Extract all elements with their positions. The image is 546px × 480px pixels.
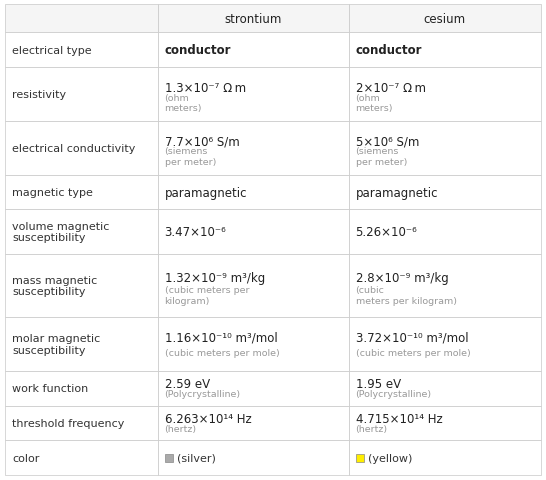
Text: (silver): (silver)	[177, 453, 216, 463]
Bar	[355, 454, 364, 462]
Text: magnetic type: magnetic type	[12, 188, 93, 198]
Text: volume magnetic
susceptibility: volume magnetic susceptibility	[12, 221, 109, 243]
Bar	[5, 68, 158, 121]
Text: strontium: strontium	[225, 12, 282, 25]
Text: color: color	[12, 453, 39, 463]
Bar	[5, 33, 158, 68]
Text: 2.59 eV: 2.59 eV	[164, 377, 210, 391]
Bar	[158, 5, 349, 33]
Text: resistivity: resistivity	[12, 90, 66, 100]
Bar	[158, 406, 349, 441]
Text: (Polycrystalline): (Polycrystalline)	[355, 389, 432, 398]
Text: 7.7×10⁶ S/m: 7.7×10⁶ S/m	[164, 135, 239, 148]
Text: threshold frequency: threshold frequency	[12, 418, 124, 428]
Text: electrical conductivity: electrical conductivity	[12, 144, 135, 154]
Bar	[158, 254, 349, 317]
Bar	[349, 121, 541, 175]
Bar	[5, 210, 158, 254]
Text: paramagnetic: paramagnetic	[355, 186, 438, 199]
Text: cesium: cesium	[424, 12, 466, 25]
Text: 2.8×10⁻⁹ m³/kg: 2.8×10⁻⁹ m³/kg	[355, 271, 448, 284]
Bar	[5, 441, 158, 475]
Text: paramagnetic: paramagnetic	[164, 186, 247, 199]
Bar	[5, 5, 158, 33]
Text: mass magnetic
susceptibility: mass magnetic susceptibility	[12, 275, 97, 297]
Text: work function: work function	[12, 384, 88, 394]
Bar	[158, 121, 349, 175]
Bar	[349, 68, 541, 121]
Bar	[349, 317, 541, 371]
Text: conductor: conductor	[355, 44, 422, 57]
Text: (Polycrystalline): (Polycrystalline)	[164, 389, 241, 398]
Text: (hertz): (hertz)	[355, 424, 388, 433]
Bar	[5, 317, 158, 371]
Text: 3.47×10⁻⁶: 3.47×10⁻⁶	[164, 226, 226, 239]
Bar	[5, 254, 158, 317]
Text: 5.26×10⁻⁶: 5.26×10⁻⁶	[355, 226, 417, 239]
Bar	[5, 371, 158, 406]
Text: (cubic meters per mole): (cubic meters per mole)	[355, 348, 470, 357]
Bar	[349, 406, 541, 441]
Bar	[158, 317, 349, 371]
Bar	[349, 33, 541, 68]
Text: (cubic meters per
kilogram): (cubic meters per kilogram)	[164, 286, 249, 305]
Text: (ohm
meters): (ohm meters)	[355, 94, 393, 113]
Text: (cubic
meters per kilogram): (cubic meters per kilogram)	[355, 286, 456, 305]
Text: 6.263×10¹⁴ Hz: 6.263×10¹⁴ Hz	[164, 412, 251, 425]
Bar	[349, 5, 541, 33]
Bar	[349, 254, 541, 317]
Text: 2×10⁻⁷ Ω m: 2×10⁻⁷ Ω m	[355, 82, 425, 95]
Bar	[5, 121, 158, 175]
Bar	[158, 175, 349, 210]
Bar	[158, 68, 349, 121]
Text: 1.32×10⁻⁹ m³/kg: 1.32×10⁻⁹ m³/kg	[164, 271, 265, 284]
Text: conductor: conductor	[164, 44, 231, 57]
Text: (siemens
per meter): (siemens per meter)	[164, 147, 216, 167]
Text: 3.72×10⁻¹⁰ m³/mol: 3.72×10⁻¹⁰ m³/mol	[355, 331, 468, 344]
Text: electrical type: electrical type	[12, 46, 92, 56]
Text: (cubic meters per mole): (cubic meters per mole)	[164, 348, 279, 357]
Bar	[158, 210, 349, 254]
Text: 1.3×10⁻⁷ Ω m: 1.3×10⁻⁷ Ω m	[164, 82, 246, 95]
Text: 1.16×10⁻¹⁰ m³/mol: 1.16×10⁻¹⁰ m³/mol	[164, 331, 277, 344]
Text: (siemens
per meter): (siemens per meter)	[355, 147, 407, 167]
Bar	[158, 33, 349, 68]
Bar	[349, 175, 541, 210]
Bar	[349, 441, 541, 475]
Bar	[5, 175, 158, 210]
Bar	[349, 210, 541, 254]
Bar	[158, 441, 349, 475]
Bar	[5, 406, 158, 441]
Text: 4.715×10¹⁴ Hz: 4.715×10¹⁴ Hz	[355, 412, 442, 425]
Text: (ohm
meters): (ohm meters)	[164, 94, 202, 113]
Bar	[349, 371, 541, 406]
Text: 1.95 eV: 1.95 eV	[355, 377, 401, 391]
Bar	[158, 371, 349, 406]
Bar	[164, 454, 173, 462]
Text: (yellow): (yellow)	[368, 453, 412, 463]
Text: molar magnetic
susceptibility: molar magnetic susceptibility	[12, 334, 100, 355]
Text: 5×10⁶ S/m: 5×10⁶ S/m	[355, 135, 419, 148]
Text: (hertz): (hertz)	[164, 424, 197, 433]
